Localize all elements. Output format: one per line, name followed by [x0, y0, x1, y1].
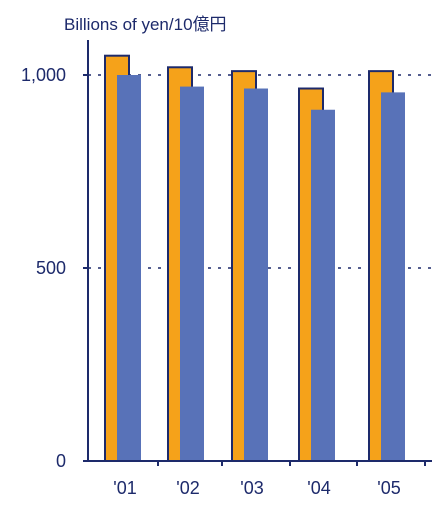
axes: [83, 40, 432, 466]
y-tick-label-1000: 1,000: [21, 65, 66, 85]
bar-series2-3: [311, 109, 335, 462]
bar-series2-1: [180, 86, 204, 461]
bar-series2-4: [381, 92, 405, 462]
tick-labels: 0 500 1,000 '01 '02 '03 '04 '05: [21, 65, 401, 498]
x-tick-label-2: '03: [240, 478, 263, 498]
x-tick-label-1: '02: [176, 478, 199, 498]
y-tick-label-0: 0: [56, 451, 66, 471]
x-tick-label-0: '01: [113, 478, 136, 498]
bar-series2-2: [244, 88, 268, 461]
y-axis-title: Billions of yen/10億円: [64, 15, 227, 34]
x-tick-label-4: '05: [377, 478, 400, 498]
bars: [104, 54, 405, 462]
x-tick-label-3: '04: [307, 478, 330, 498]
bar-series2-0: [117, 75, 141, 461]
y-tick-label-500: 500: [36, 258, 66, 278]
